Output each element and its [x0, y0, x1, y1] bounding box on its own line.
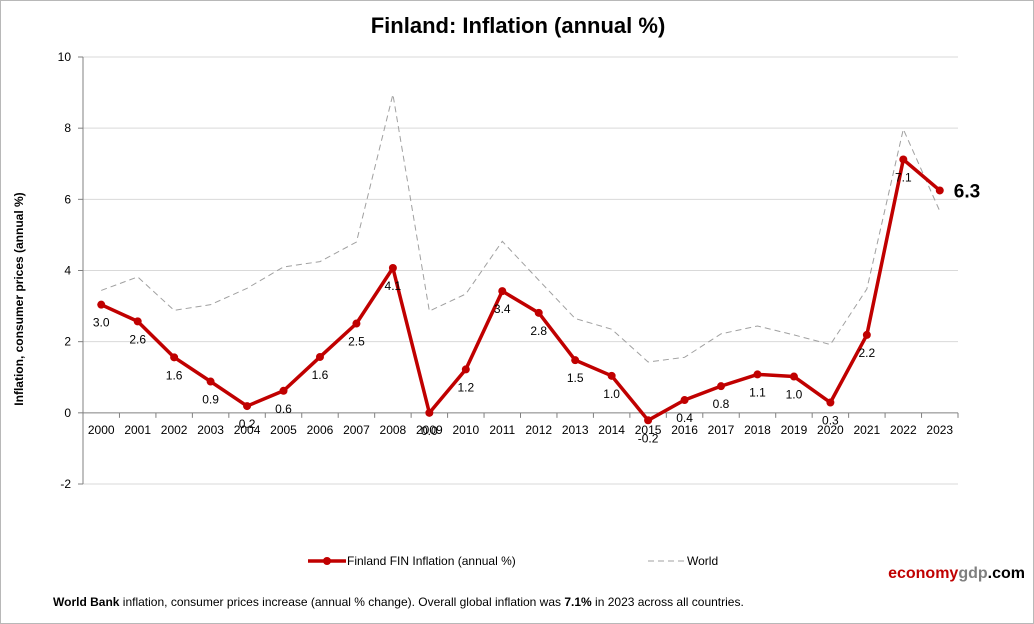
data-point-finland [717, 382, 726, 391]
x-tick-label: 2010 [452, 423, 479, 437]
data-label-finland: 1.2 [457, 380, 474, 394]
data-label-finland: 4.1 [385, 279, 402, 293]
x-tick-label: 2022 [890, 423, 917, 437]
x-tick-label: 2023 [926, 423, 953, 437]
legend-marker-world [648, 560, 686, 562]
x-tick-label: 2012 [525, 423, 552, 437]
data-label-finland: 1.0 [786, 388, 803, 402]
data-label-finland-latest: 6.3 [954, 181, 980, 202]
data-label-finland: 0.0 [421, 424, 438, 438]
x-tick-label: 2003 [197, 423, 224, 437]
x-tick-label: 2016 [671, 423, 698, 437]
x-tick-label: 2018 [744, 423, 771, 437]
x-tick-label: 2009 [416, 423, 443, 437]
data-point-finland [133, 317, 142, 326]
data-label-finland: 1.6 [166, 368, 183, 382]
brand-logo: economygdp.com [888, 565, 1025, 582]
data-point-finland [789, 372, 798, 381]
footnote-value: 7.1% [564, 595, 592, 609]
footnote: World Bank inflation, consumer prices in… [53, 595, 744, 609]
legend-item-world: World [647, 553, 718, 569]
data-point-finland [753, 370, 762, 379]
data-label-finland: 2.6 [129, 332, 146, 346]
data-label-finland: 0.3 [822, 414, 839, 428]
footnote-source: World Bank [53, 595, 120, 609]
data-point-finland [352, 319, 361, 328]
x-tick-label: 2000 [88, 423, 115, 437]
x-tick-label: 2001 [124, 423, 151, 437]
y-tick-label: 2 [64, 335, 71, 349]
data-label-finland: 0.4 [676, 411, 693, 425]
x-tick-label: 2020 [817, 423, 844, 437]
data-point-finland [862, 330, 871, 339]
data-label-finland: 1.6 [312, 368, 329, 382]
data-point-finland [279, 386, 288, 395]
data-point-finland [826, 398, 835, 407]
chart-title: Finland: Inflation (annual %) [370, 13, 666, 38]
data-point-finland [498, 287, 507, 296]
legend-label-world: World [687, 554, 719, 568]
legend-item-finland: Finland FIN Inflation (annual %) [307, 553, 516, 569]
y-tick-label: 8 [64, 121, 71, 135]
data-label-finland: 2.2 [859, 346, 876, 360]
data-point-finland [899, 155, 908, 164]
x-tick-label: 2015 [635, 423, 662, 437]
footnote-text-2: in 2023 across all countries. [591, 595, 744, 609]
data-point-finland [680, 396, 689, 405]
data-label-finland: 0.8 [713, 397, 730, 411]
data-point-finland [571, 356, 580, 365]
data-label-finland: 2.8 [530, 324, 547, 338]
legend-marker-finland [308, 557, 346, 565]
y-tick-label: 4 [64, 264, 71, 278]
data-label-finland: 3.0 [93, 316, 110, 330]
data-point-finland [935, 186, 944, 195]
x-tick-label: 2006 [307, 423, 334, 437]
x-tick-label: 2004 [234, 423, 261, 437]
x-tick-label: 2005 [270, 423, 297, 437]
x-tick-label: 2008 [380, 423, 407, 437]
data-label-finland: 3.4 [494, 302, 511, 316]
data-point-finland [206, 377, 215, 386]
x-tick-label: 2017 [708, 423, 735, 437]
data-point-finland [607, 371, 616, 380]
data-label-finland: 7.1 [895, 170, 912, 184]
y-tick-label: -2 [60, 477, 71, 491]
data-label-finland: 2.5 [348, 335, 365, 349]
x-tick-label: 2011 [489, 423, 515, 437]
y-tick-label: 6 [64, 192, 71, 206]
data-label-finland: 1.5 [567, 371, 584, 385]
data-point-finland [170, 353, 179, 362]
x-tick-label: 2007 [343, 423, 370, 437]
series-line-world [101, 94, 941, 363]
x-tick-label: 2014 [598, 423, 625, 437]
data-point-finland [425, 408, 434, 417]
data-label-finland: 0.2 [239, 417, 256, 431]
data-point-finland [315, 352, 324, 361]
data-point-finland [644, 416, 653, 425]
legend-label-finland: Finland FIN Inflation (annual %) [347, 554, 516, 568]
data-point-finland [461, 365, 470, 374]
data-label-finland: 0.6 [275, 402, 292, 416]
data-point-finland [388, 264, 397, 273]
footnote-text-1: inflation, consumer prices increase (ann… [119, 595, 565, 609]
data-label-finland: 0.9 [202, 393, 219, 407]
series-line-finland [100, 157, 941, 423]
x-tick-label: 2021 [854, 423, 881, 437]
data-point-finland [534, 308, 543, 317]
data-label-finland: 1.0 [603, 387, 620, 401]
x-tick-label: 2002 [161, 423, 188, 437]
x-tick-label: 2019 [781, 423, 808, 437]
y-tick-label: 10 [58, 50, 72, 64]
x-tick-label: 2013 [562, 423, 589, 437]
data-point-finland [97, 300, 106, 309]
data-label-finland: 1.1 [749, 385, 766, 399]
data-point-finland [243, 402, 252, 411]
data-label-finland: -0.2 [638, 431, 659, 445]
y-tick-label: 0 [64, 406, 71, 420]
